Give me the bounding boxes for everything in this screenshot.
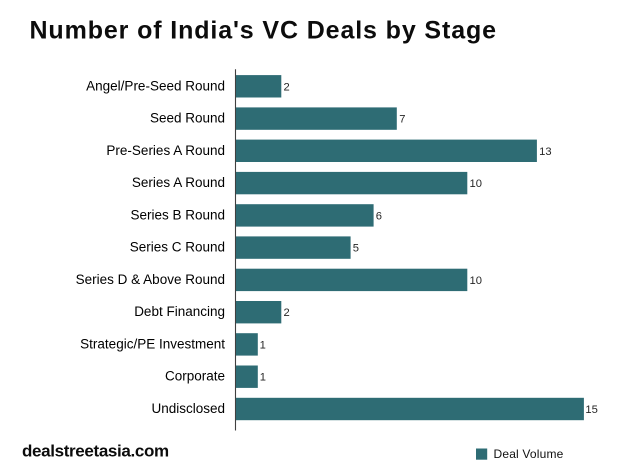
svg-text:Strategic/PE Investment: Strategic/PE Investment [80, 336, 225, 351]
svg-text:15: 15 [585, 404, 597, 416]
svg-text:1: 1 [260, 339, 266, 351]
svg-text:7: 7 [399, 114, 405, 126]
svg-text:5: 5 [353, 243, 359, 255]
svg-text:Undisclosed: Undisclosed [151, 401, 225, 416]
svg-text:Angel/Pre-Seed Round: Angel/Pre-Seed Round [86, 78, 225, 93]
svg-text:Seed Round: Seed Round [150, 111, 225, 126]
svg-text:2: 2 [284, 307, 290, 319]
svg-text:Series D & Above Round: Series D & Above Round [76, 272, 225, 287]
svg-text:Series A Round: Series A Round [132, 175, 225, 190]
svg-text:6: 6 [376, 210, 382, 222]
svg-text:dealstreetasia.com: dealstreetasia.com [22, 442, 169, 461]
svg-text:10: 10 [470, 275, 482, 287]
svg-text:Series C Round: Series C Round [130, 240, 225, 255]
svg-text:13: 13 [539, 146, 551, 158]
svg-text:1: 1 [260, 372, 266, 384]
svg-text:Pre-Series A Round: Pre-Series A Round [106, 143, 225, 158]
svg-text:Debt Financing: Debt Financing [134, 304, 225, 319]
svg-text:10: 10 [470, 178, 482, 190]
svg-text:Deal Volume: Deal Volume [494, 447, 564, 461]
svg-text:Number of India's VC Deals by: Number of India's VC Deals by Stage [30, 17, 497, 45]
svg-text:Corporate: Corporate [165, 369, 225, 384]
svg-text:2: 2 [284, 81, 290, 93]
svg-text:Series B Round: Series B Round [130, 207, 225, 222]
